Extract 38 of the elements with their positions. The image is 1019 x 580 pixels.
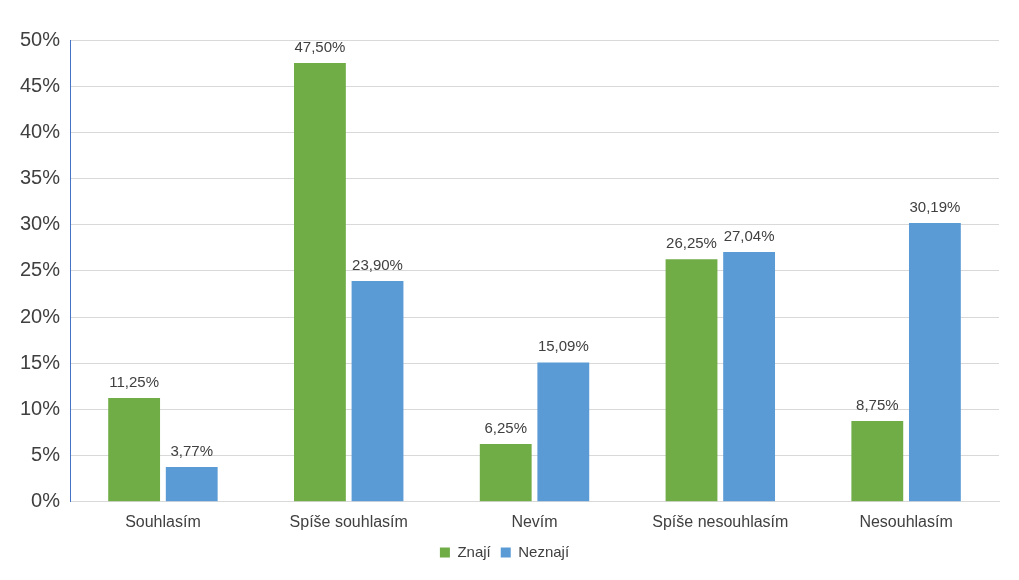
bar bbox=[665, 259, 718, 502]
y-tick-label: 35% bbox=[20, 166, 61, 189]
data-label: 8,75% bbox=[856, 395, 899, 413]
y-tick-label: 30% bbox=[20, 212, 61, 235]
bar bbox=[165, 466, 218, 502]
data-label: 30,19% bbox=[909, 197, 961, 215]
legend-label: Neznají bbox=[518, 542, 570, 560]
bar bbox=[723, 252, 776, 502]
data-label: 47,50% bbox=[294, 37, 346, 55]
legend-label: Znají bbox=[457, 542, 492, 560]
x-tick-label: Nevím bbox=[511, 512, 558, 530]
y-tick-label: 40% bbox=[20, 119, 61, 142]
bar bbox=[294, 63, 346, 502]
y-tick-label: 45% bbox=[20, 73, 61, 96]
data-label: 27,04% bbox=[723, 226, 775, 244]
data-label: 23,90% bbox=[352, 255, 403, 273]
y-tick-label: 10% bbox=[20, 396, 61, 419]
data-label: 6,25% bbox=[484, 418, 527, 436]
bar bbox=[851, 420, 904, 502]
x-tick-label: Souhlasím bbox=[125, 512, 201, 530]
y-tick-label: 20% bbox=[20, 304, 61, 327]
y-tick-label: 5% bbox=[31, 443, 61, 466]
data-label: 26,25% bbox=[666, 234, 717, 251]
x-tick-label: Spíše souhlasím bbox=[289, 512, 408, 530]
data-label: 15,09% bbox=[537, 337, 589, 355]
bar bbox=[908, 222, 961, 502]
data-label: 3,77% bbox=[170, 441, 213, 459]
y-tick-label: 15% bbox=[20, 350, 61, 373]
x-tick-label: Spíše nesouhlasím bbox=[652, 512, 789, 530]
bar bbox=[351, 281, 404, 502]
bar bbox=[537, 362, 590, 502]
y-tick-label: 50% bbox=[20, 27, 61, 50]
bar bbox=[108, 397, 161, 502]
y-tick-label: 25% bbox=[20, 258, 61, 281]
bar bbox=[479, 444, 532, 502]
data-label: 11,25% bbox=[109, 372, 160, 390]
x-tick-label: Nesouhlasím bbox=[859, 512, 953, 530]
y-tick-label: 0% bbox=[31, 489, 61, 512]
